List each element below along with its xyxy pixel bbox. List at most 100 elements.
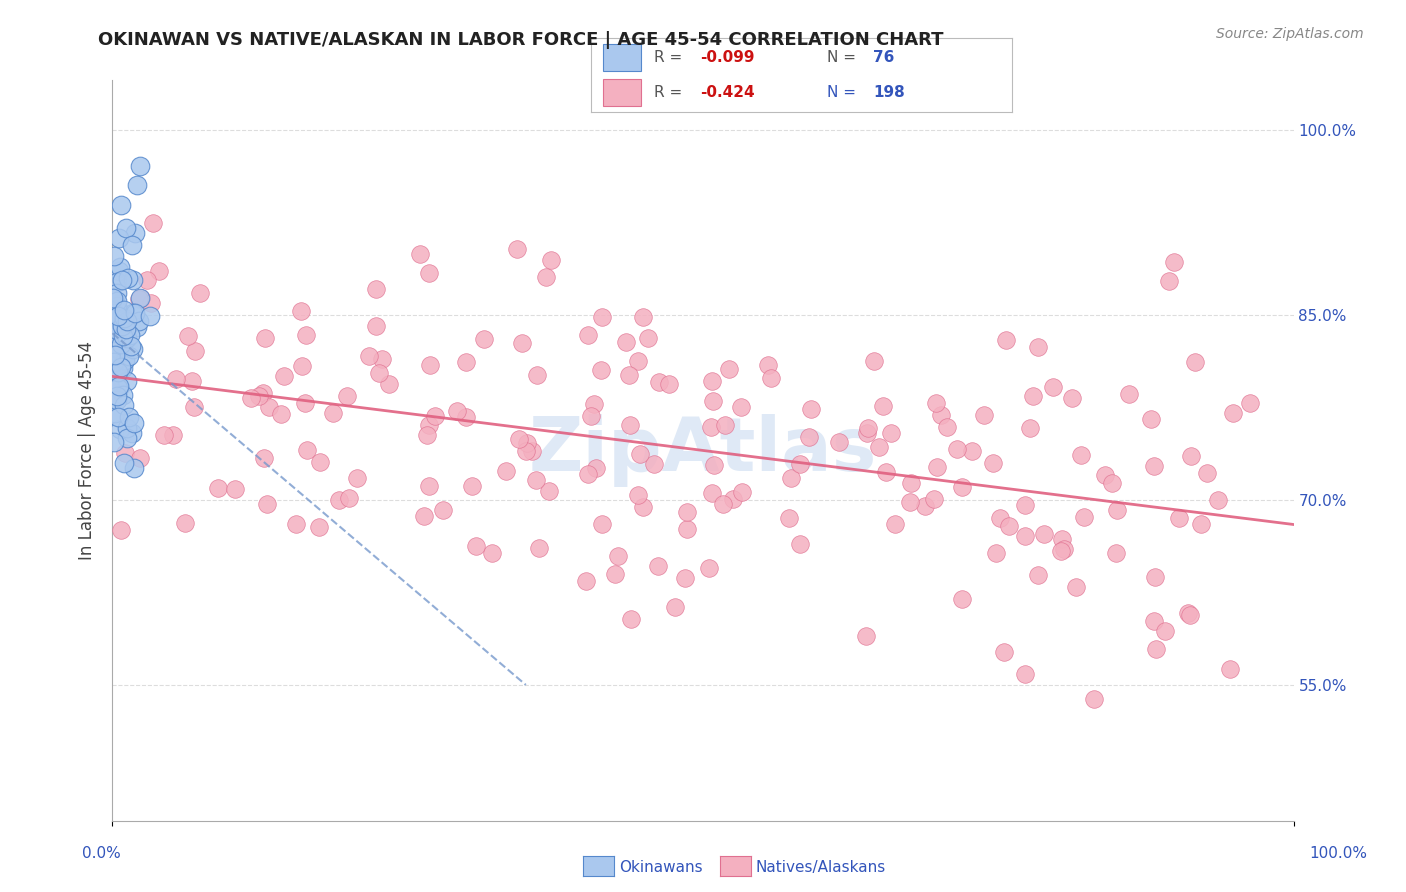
Point	[1159, 274, 1181, 288]
Point	[103, 326, 125, 340]
Point	[108, 320, 131, 334]
Point	[291, 359, 314, 373]
Point	[1032, 526, 1054, 541]
Point	[950, 591, 973, 606]
Point	[1105, 503, 1128, 517]
Point	[526, 368, 548, 382]
Point	[576, 327, 599, 342]
Point	[162, 428, 184, 442]
Point	[295, 442, 318, 457]
Point	[371, 351, 394, 366]
Point	[253, 450, 276, 465]
Point	[104, 341, 127, 355]
Point	[591, 516, 613, 531]
Point	[575, 574, 598, 589]
Text: -0.424: -0.424	[700, 85, 755, 100]
Point	[648, 375, 671, 389]
Point	[117, 271, 139, 285]
Point	[415, 428, 437, 442]
Point	[409, 247, 432, 261]
Point	[675, 522, 697, 536]
Point	[702, 393, 724, 408]
Point	[456, 410, 478, 425]
Point	[863, 354, 886, 368]
Point	[112, 398, 135, 412]
Point	[104, 309, 127, 323]
Point	[946, 442, 969, 456]
Point	[254, 331, 277, 345]
Point	[759, 371, 782, 385]
Point	[188, 286, 211, 301]
Point	[117, 331, 139, 345]
Point	[456, 355, 478, 369]
Point	[789, 537, 811, 551]
Point	[637, 331, 659, 345]
Point	[527, 541, 550, 556]
Point	[259, 400, 281, 414]
Point	[152, 428, 174, 442]
Point	[136, 273, 159, 287]
Point	[115, 221, 138, 235]
Point	[110, 360, 132, 375]
Point	[129, 159, 152, 173]
Point	[1026, 340, 1049, 354]
Point	[105, 389, 128, 403]
Point	[1177, 606, 1199, 620]
Point	[520, 444, 543, 458]
Point	[1018, 421, 1040, 435]
Point	[589, 362, 612, 376]
Point	[643, 457, 665, 471]
Point	[104, 306, 127, 320]
Point	[993, 645, 1015, 659]
Point	[703, 458, 725, 472]
Point	[128, 451, 150, 466]
Text: ZipAtlas: ZipAtlas	[529, 414, 877, 487]
Point	[603, 566, 626, 581]
Text: Source: ZipAtlas.com: Source: ZipAtlas.com	[1216, 27, 1364, 41]
Point	[108, 379, 131, 393]
Point	[591, 310, 613, 325]
Point	[994, 334, 1017, 348]
Point	[950, 480, 973, 494]
Point	[800, 401, 823, 416]
Point	[224, 482, 246, 496]
Point	[1178, 607, 1201, 622]
Point	[1022, 389, 1045, 403]
Point	[103, 384, 125, 399]
Point	[628, 447, 651, 461]
Point	[540, 253, 562, 268]
Point	[631, 310, 654, 324]
Point	[148, 264, 170, 278]
Text: Okinawans: Okinawans	[619, 860, 702, 874]
Point	[111, 328, 134, 343]
Point	[1014, 529, 1036, 543]
Point	[731, 484, 754, 499]
Point	[631, 500, 654, 514]
Point	[368, 367, 391, 381]
Point	[107, 410, 129, 425]
Point	[124, 416, 146, 430]
Point	[898, 495, 921, 509]
Point	[108, 304, 131, 318]
Point	[664, 600, 686, 615]
Point	[658, 377, 681, 392]
Point	[112, 302, 135, 317]
Point	[495, 464, 517, 478]
Point	[309, 455, 332, 469]
Point	[1144, 642, 1167, 657]
Point	[121, 342, 143, 356]
Point	[104, 362, 127, 376]
Point	[107, 309, 129, 323]
Point	[1206, 492, 1229, 507]
Point	[418, 479, 440, 493]
Point	[828, 434, 851, 449]
Point	[412, 508, 434, 523]
Point	[914, 499, 936, 513]
Point	[101, 291, 124, 305]
Point	[177, 328, 200, 343]
Point	[118, 328, 141, 343]
Point	[128, 292, 150, 306]
Point	[110, 260, 132, 275]
Point	[627, 354, 650, 368]
Point	[700, 420, 723, 434]
